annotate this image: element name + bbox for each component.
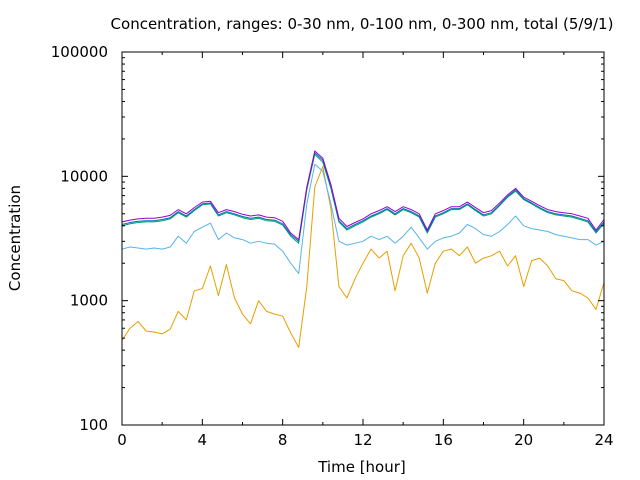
series-line-3 (121, 153, 605, 244)
y-tick-label: 100 (79, 416, 108, 434)
series-line-4 (121, 152, 605, 242)
chart-title: Concentration, ranges: 0-30 nm, 0-100 nm… (111, 15, 614, 33)
x-tick-label: 12 (353, 431, 372, 449)
series-layer (121, 150, 605, 348)
x-tick-label: 8 (278, 431, 288, 449)
series-line-5 (121, 150, 605, 241)
y-tick-label: 10000 (60, 167, 108, 185)
y-tick-label: 1000 (70, 292, 108, 310)
x-tick-label: 4 (198, 431, 208, 449)
x-tick-label: 24 (594, 431, 613, 449)
x-tick-label: 16 (434, 431, 453, 449)
y-axis-label: Concentration (6, 185, 24, 291)
x-tick-label: 20 (514, 431, 533, 449)
x-tick-label: 0 (117, 431, 127, 449)
series-line-2 (121, 163, 605, 275)
tick-labels-layer: 0 4 8 12 16 20 24 100 1000 10000 100000 (51, 43, 614, 449)
plot-frame (121, 51, 605, 426)
x-axis-label: Time [hour] (317, 458, 406, 476)
y-tick-label: 100000 (51, 43, 108, 61)
series-line-1 (121, 166, 605, 348)
